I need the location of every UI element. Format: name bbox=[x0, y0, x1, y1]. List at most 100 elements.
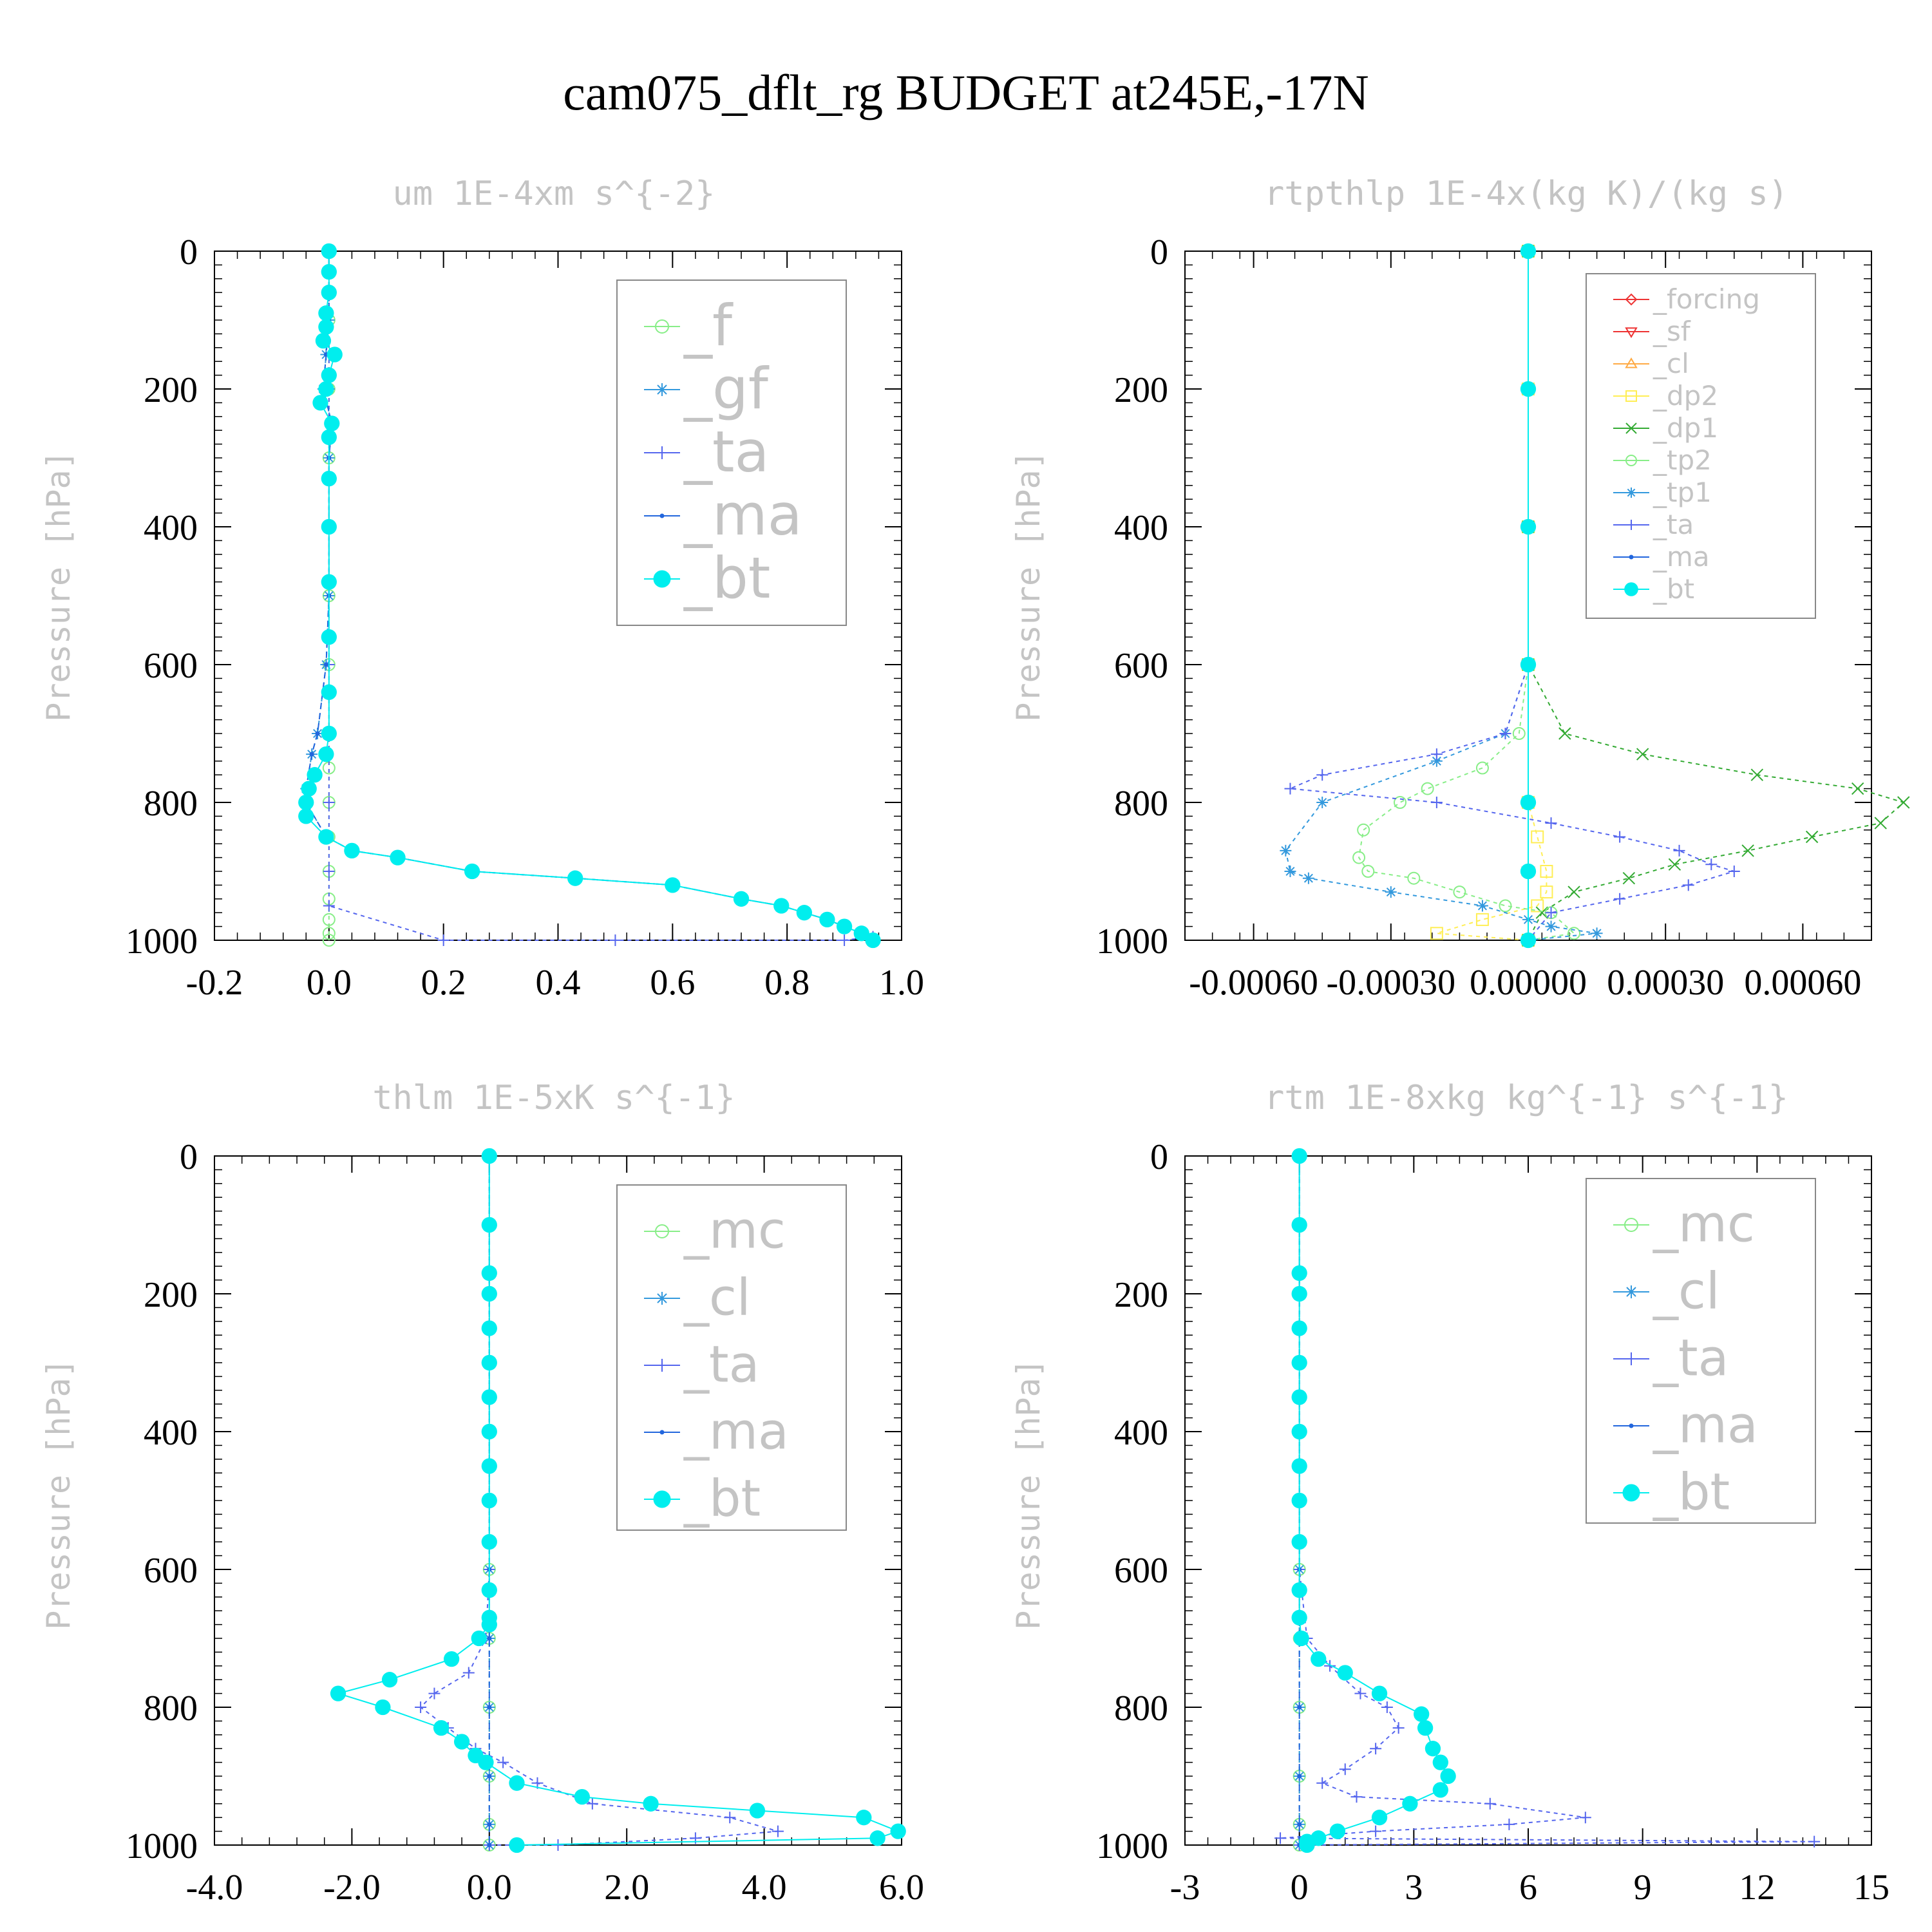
legend-label: _cl bbox=[1653, 348, 1689, 379]
x-tick-label: 6 bbox=[1519, 1868, 1537, 1908]
data-point bbox=[321, 684, 337, 700]
data-point bbox=[1520, 794, 1537, 811]
legend: _f_gf_ta_ma_bt bbox=[616, 279, 847, 626]
data-point bbox=[574, 1788, 590, 1805]
data-point bbox=[1475, 761, 1489, 775]
data-point bbox=[1339, 1763, 1351, 1776]
data-point bbox=[344, 842, 360, 859]
data-point bbox=[1284, 866, 1296, 877]
x-tick-label: 0.0 bbox=[467, 1868, 512, 1908]
legend-label: _bt bbox=[1653, 1464, 1730, 1522]
data-point bbox=[1567, 886, 1580, 898]
data-point bbox=[1354, 1687, 1367, 1700]
y-tick-label: 1000 bbox=[126, 1826, 198, 1866]
data-point bbox=[322, 934, 336, 947]
data-point bbox=[453, 1734, 470, 1750]
data-point bbox=[481, 1582, 497, 1598]
panel-rtm: rtm 1E-8xkg kg^{-1} s^{-1} Pressure [hPa… bbox=[1010, 1079, 1889, 1908]
y-tick-label: 800 bbox=[1114, 1689, 1168, 1728]
legend-marker bbox=[655, 319, 669, 334]
data-point bbox=[301, 781, 317, 797]
x-tick-label: 0.00060 bbox=[1744, 963, 1861, 1003]
legend-label: _ma bbox=[683, 1403, 789, 1461]
data-point bbox=[1432, 1754, 1448, 1770]
y-tick-label: 0 bbox=[180, 1137, 198, 1177]
data-point bbox=[1414, 1706, 1430, 1722]
data-point bbox=[1476, 900, 1488, 912]
data-point bbox=[1728, 866, 1740, 877]
figure-title: cam075_dflt_rg BUDGET at245E,-17N bbox=[563, 64, 1368, 120]
data-point bbox=[1329, 1823, 1346, 1839]
x-tick-label: 0 bbox=[1291, 1868, 1309, 1908]
data-point bbox=[1535, 906, 1549, 919]
y-tick-label: 800 bbox=[1114, 784, 1168, 824]
legend-marker bbox=[656, 1359, 668, 1372]
x-tick-label: -3 bbox=[1170, 1868, 1200, 1908]
series-line bbox=[1528, 251, 1905, 941]
series-line bbox=[1358, 251, 1576, 941]
data-point bbox=[318, 829, 334, 845]
data-point bbox=[312, 395, 328, 411]
data-point bbox=[856, 1810, 872, 1826]
data-point bbox=[471, 1630, 487, 1647]
data-point bbox=[1520, 932, 1537, 949]
data-point bbox=[298, 794, 314, 811]
data-point bbox=[1430, 748, 1443, 761]
series-tp1 bbox=[1280, 245, 1603, 946]
legend-marker bbox=[1626, 520, 1636, 530]
legend-marker bbox=[1625, 390, 1637, 402]
data-point bbox=[381, 1672, 398, 1688]
plot-area: -3 0 3 6 9 12 1502004006008001000_mc_cl_ta_ma_… bbox=[1096, 1137, 1889, 1908]
legend-box bbox=[616, 1184, 847, 1531]
data-point bbox=[1291, 1609, 1307, 1626]
data-point bbox=[330, 1685, 346, 1701]
data-point bbox=[1291, 1389, 1307, 1405]
x-tick-label: 0.8 bbox=[764, 963, 810, 1003]
data-point bbox=[1512, 727, 1526, 740]
data-point bbox=[853, 925, 869, 942]
data-point bbox=[1274, 1832, 1287, 1844]
data-point bbox=[1297, 1774, 1302, 1779]
x-tick-label: 0.00030 bbox=[1607, 963, 1724, 1003]
legend-marker bbox=[1625, 455, 1637, 466]
data-point bbox=[1392, 1722, 1405, 1734]
data-point bbox=[481, 1458, 497, 1474]
data-point bbox=[321, 574, 337, 590]
data-point bbox=[481, 1148, 497, 1164]
data-point bbox=[1370, 1825, 1382, 1837]
data-point bbox=[1503, 1818, 1515, 1830]
data-point bbox=[1540, 886, 1553, 899]
y-tick-label: 400 bbox=[144, 508, 198, 548]
data-point bbox=[321, 470, 337, 487]
data-point bbox=[1567, 927, 1581, 940]
data-point bbox=[481, 1354, 497, 1371]
legend-label: _sf bbox=[1653, 316, 1691, 347]
data-point bbox=[1316, 1777, 1329, 1789]
panel-thlm: thlm 1E-5xK s^{-1} Pressure [hPa] -4.0 -2… bbox=[40, 1079, 924, 1908]
y-tick-label: 200 bbox=[1114, 1275, 1168, 1315]
legend: _forcing_sf_cl_dp2_dp1_tp2_tp1_ta_ma_bt bbox=[1586, 273, 1816, 619]
data-point bbox=[487, 1822, 492, 1827]
data-point bbox=[1682, 879, 1694, 891]
legend-label: _tp2 bbox=[1653, 444, 1712, 476]
y-tick-label: 1000 bbox=[1096, 922, 1168, 961]
data-point bbox=[509, 1837, 525, 1853]
data-point bbox=[772, 1825, 784, 1837]
x-tick-label: 0.2 bbox=[421, 963, 466, 1003]
data-point bbox=[307, 767, 323, 783]
data-point bbox=[1430, 927, 1443, 940]
data-point bbox=[1425, 1741, 1441, 1757]
data-point bbox=[1302, 872, 1314, 884]
y-axis-label: Pressure [hPa] bbox=[40, 450, 77, 721]
data-point bbox=[464, 863, 480, 880]
data-point bbox=[1337, 1665, 1353, 1681]
data-point bbox=[1851, 782, 1864, 795]
data-point bbox=[321, 263, 337, 280]
series-line bbox=[1436, 251, 1548, 941]
data-point bbox=[1299, 1837, 1315, 1853]
y-tick-label: 1000 bbox=[1096, 1826, 1168, 1866]
x-tick-label: -4.0 bbox=[186, 1868, 243, 1908]
data-point bbox=[321, 629, 337, 645]
data-point bbox=[315, 332, 332, 349]
data-point bbox=[322, 927, 336, 940]
